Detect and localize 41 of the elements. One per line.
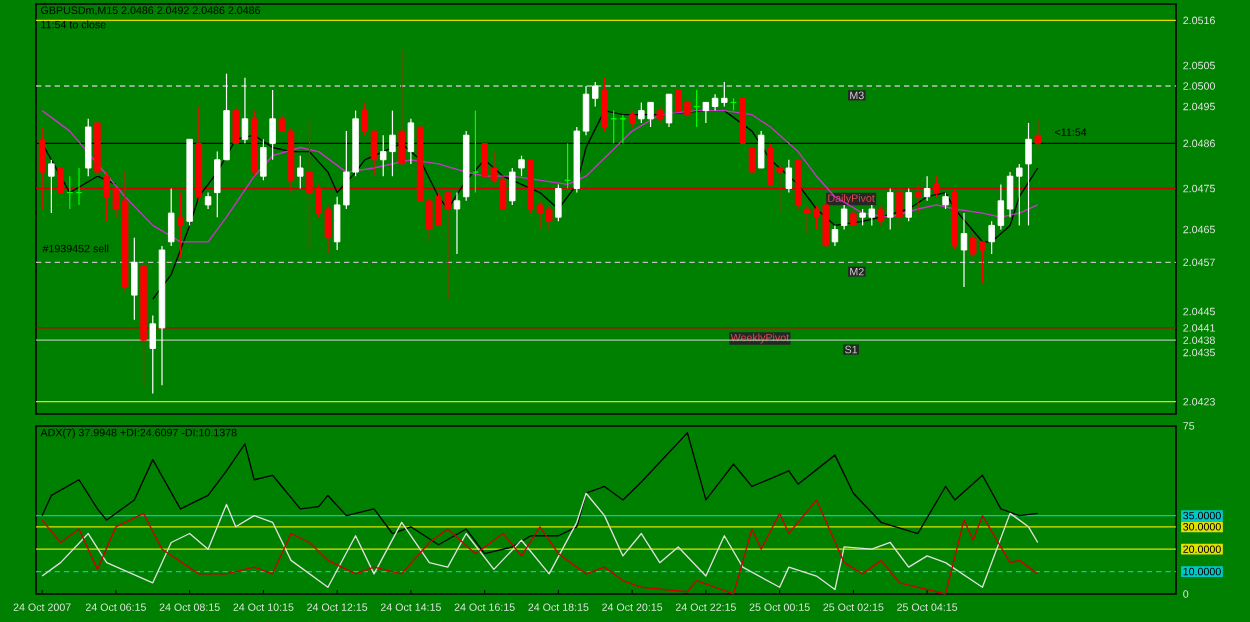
candlestick: [739, 97, 746, 144]
candlestick: [472, 110, 479, 194]
candlestick: [518, 155, 525, 177]
candlestick: [85, 118, 92, 177]
candlestick: [850, 208, 857, 231]
candlestick: [923, 175, 931, 202]
candlestick: [1034, 118, 1041, 149]
candlestick: [960, 212, 968, 288]
candlestick: [241, 77, 249, 144]
candlestick: [840, 204, 848, 231]
candlestick: [232, 105, 239, 144]
candlestick: [131, 237, 138, 321]
candlestick: [407, 118, 415, 165]
candlestick: [297, 155, 304, 190]
candlestick: [757, 130, 765, 169]
candlestick: [905, 187, 912, 222]
candlestick: [877, 204, 885, 226]
line-series: [41, 432, 1039, 555]
candlestick: [887, 187, 894, 231]
candlestick: [177, 191, 184, 259]
candlestick: [1025, 122, 1032, 226]
candlestick: [601, 77, 608, 132]
candlestick: [48, 159, 55, 214]
candlestick: [831, 224, 839, 247]
candlestick: [665, 93, 673, 128]
candlestick: [555, 183, 562, 222]
candlestick: [38, 126, 46, 210]
candlestick: [933, 175, 940, 198]
candlestick: [896, 187, 903, 231]
candlestick: [748, 147, 756, 173]
candlestick: [545, 204, 553, 231]
candlestick: [260, 138, 267, 181]
candlestick: [914, 183, 922, 214]
candlestick: [167, 187, 175, 247]
candlestick: [269, 89, 276, 161]
candlestick: [785, 159, 793, 194]
candlestick: [453, 191, 461, 255]
candlestick: [509, 167, 516, 206]
candlestick: [794, 159, 802, 210]
candlestick: [57, 167, 64, 194]
candlestick: [398, 48, 405, 165]
